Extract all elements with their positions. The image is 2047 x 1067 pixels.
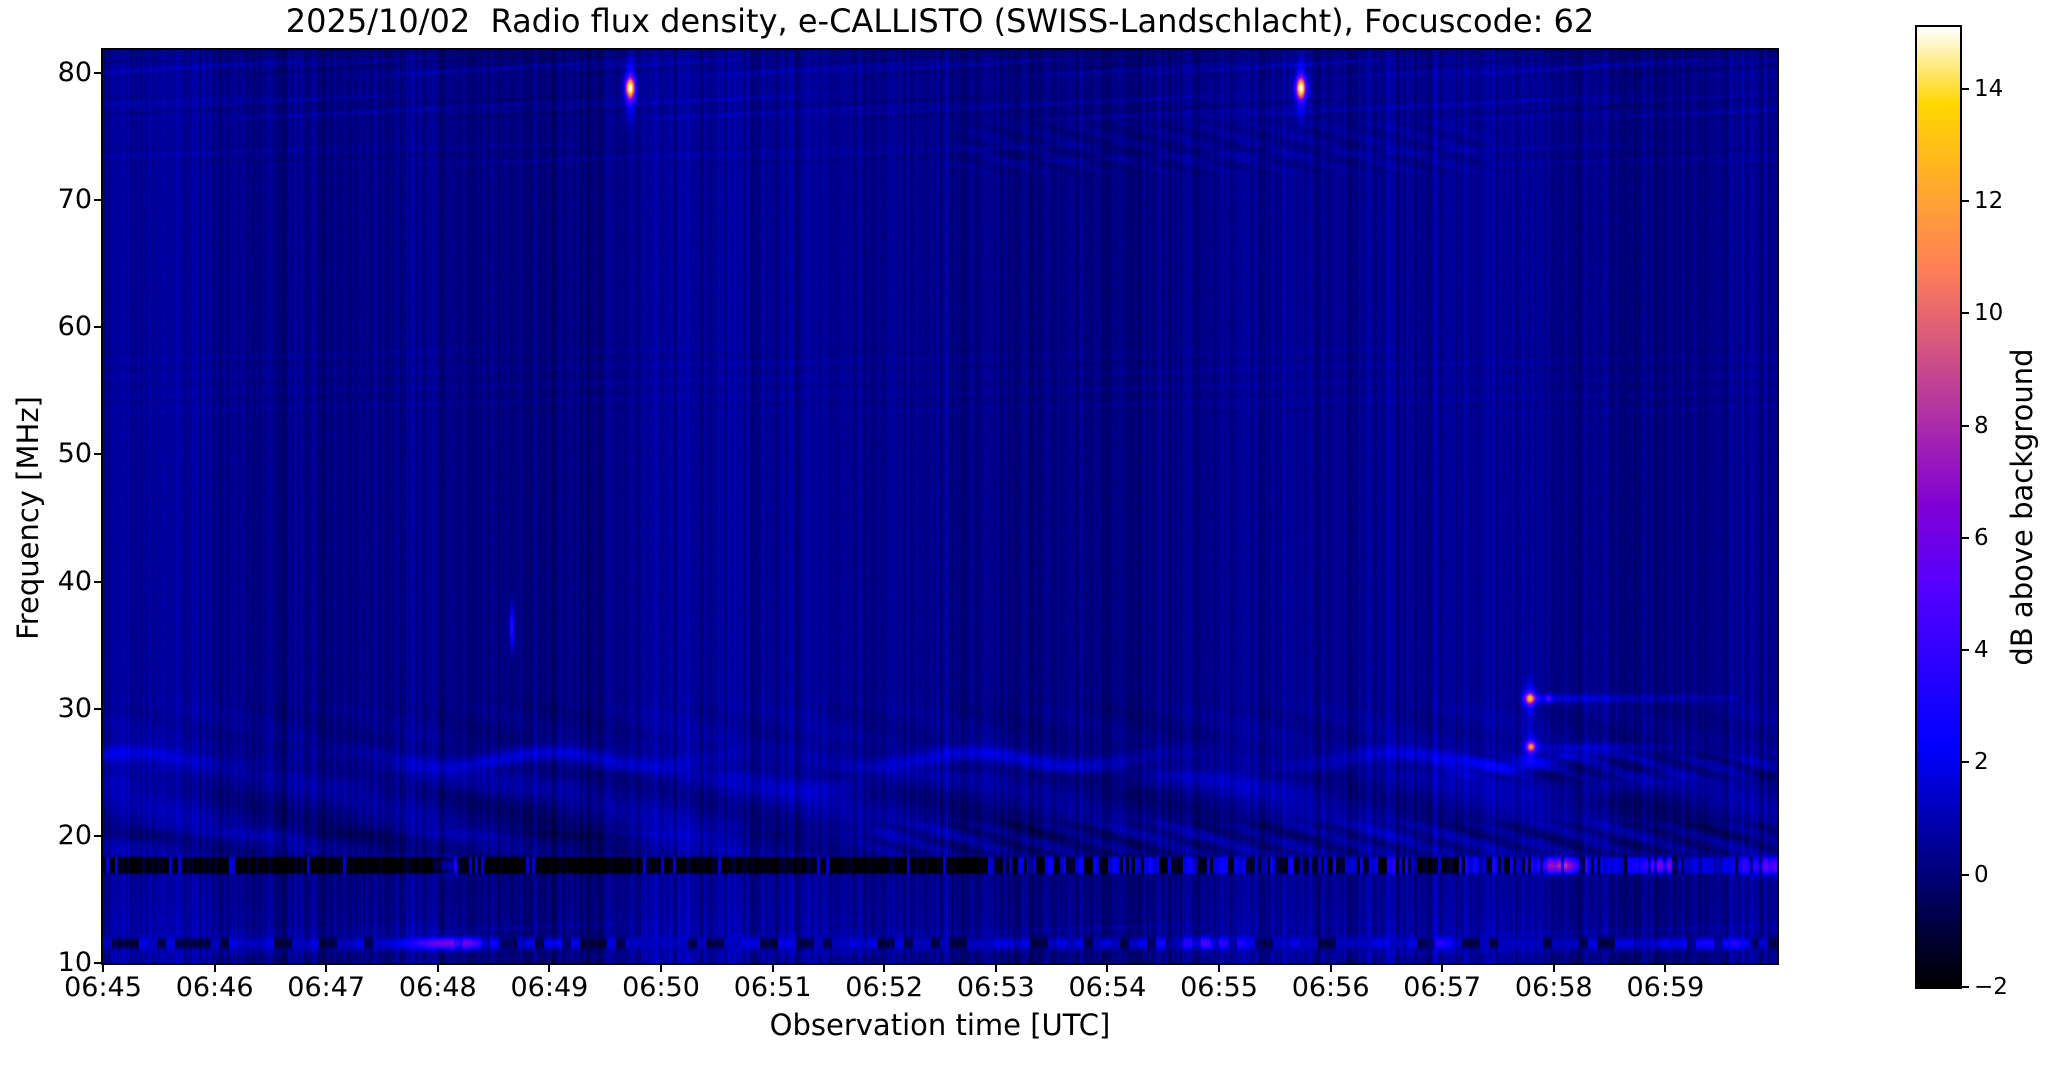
x-tick-label: 06:46 [175,972,254,1003]
x-tick-label: 06:47 [287,972,366,1003]
x-tick-mark [1552,963,1555,972]
chart-title: 2025/10/02 Radio flux density, e-CALLIST… [285,2,1595,40]
colorbar-tick-mark [1960,761,1969,764]
y-tick-label: 20 [57,819,92,851]
colorbar-tick-mark [1960,873,1969,876]
colorbar-tick-mark [1960,424,1969,427]
colorbar-tick-mark [1960,536,1969,539]
colorbar-tick-label: 8 [1974,412,1989,439]
x-tick-mark [548,963,551,972]
x-tick-label: 06:58 [1514,972,1593,1003]
x-tick-mark [1218,963,1220,972]
x-tick-label: 06:48 [398,972,477,1003]
colorbar-tick-mark [1960,200,1969,203]
x-tick-label: 06:56 [1291,972,1370,1003]
y-tick-mark [94,71,103,74]
x-tick-mark [213,963,216,972]
x-tick-mark [1441,963,1444,972]
y-tick-mark [94,580,103,583]
y-tick-label: 30 [57,692,92,724]
colorbar-tick-mark [1960,986,1969,988]
x-tick-mark [1106,963,1109,972]
x-tick-label: 06:45 [64,972,142,1003]
x-tick-mark [771,963,774,972]
colorbar-tick-mark [1960,87,1969,90]
x-tick-mark [325,963,328,972]
y-tick-label: 10 [57,947,92,978]
x-tick-label: 06:57 [1403,972,1482,1003]
x-tick-label: 06:49 [510,972,589,1003]
y-tick-mark [94,834,103,837]
x-tick-mark [883,963,886,972]
colorbar-gradient [1917,27,1960,987]
x-tick-mark [1664,963,1667,972]
y-tick-mark [94,199,103,202]
y-axis-label: Frequency [MHz] [11,396,45,640]
colorbar-tick-label: 10 [1974,300,2004,327]
y-tick-label: 50 [57,438,92,470]
spectrogram-canvas [103,50,1777,963]
x-tick-label: 06:50 [622,972,700,1003]
colorbar-tick-label: −2 [1974,974,2008,1000]
x-tick-label: 06:52 [845,972,924,1003]
x-tick-label: 06:51 [733,972,812,1003]
x-tick-label: 06:55 [1180,972,1258,1003]
x-tick-mark [436,963,439,972]
x-tick-mark [102,963,104,972]
colorbar-tick-mark [1960,649,1969,652]
colorbar-tick-label: 0 [1974,861,1989,888]
x-tick-mark [660,963,662,972]
colorbar-tick-label: 6 [1974,524,1989,551]
y-tick-mark [94,453,103,456]
x-tick-label: 06:53 [956,972,1035,1003]
y-tick-label: 80 [57,56,92,88]
colorbar-tick-label: 2 [1974,749,1989,776]
x-axis-label: Observation time [UTC] [769,1008,1111,1042]
x-tick-label: 06:54 [1068,972,1147,1003]
y-tick-label: 70 [57,184,92,216]
x-tick-mark [994,963,997,972]
colorbar-label: dB above background [2005,348,2039,666]
y-tick-label: 60 [57,311,92,343]
colorbar-tick-label: 4 [1974,637,1989,664]
y-tick-mark [94,326,103,329]
y-tick-mark [94,707,103,710]
colorbar-tick-label: 14 [1974,75,2004,102]
colorbar-tick-label: 12 [1974,188,2004,215]
x-tick-label: 06:59 [1626,972,1705,1003]
colorbar-tick-mark [1960,312,1969,315]
y-tick-label: 40 [57,565,92,597]
x-tick-mark [1329,963,1332,972]
y-tick-mark [94,962,103,964]
